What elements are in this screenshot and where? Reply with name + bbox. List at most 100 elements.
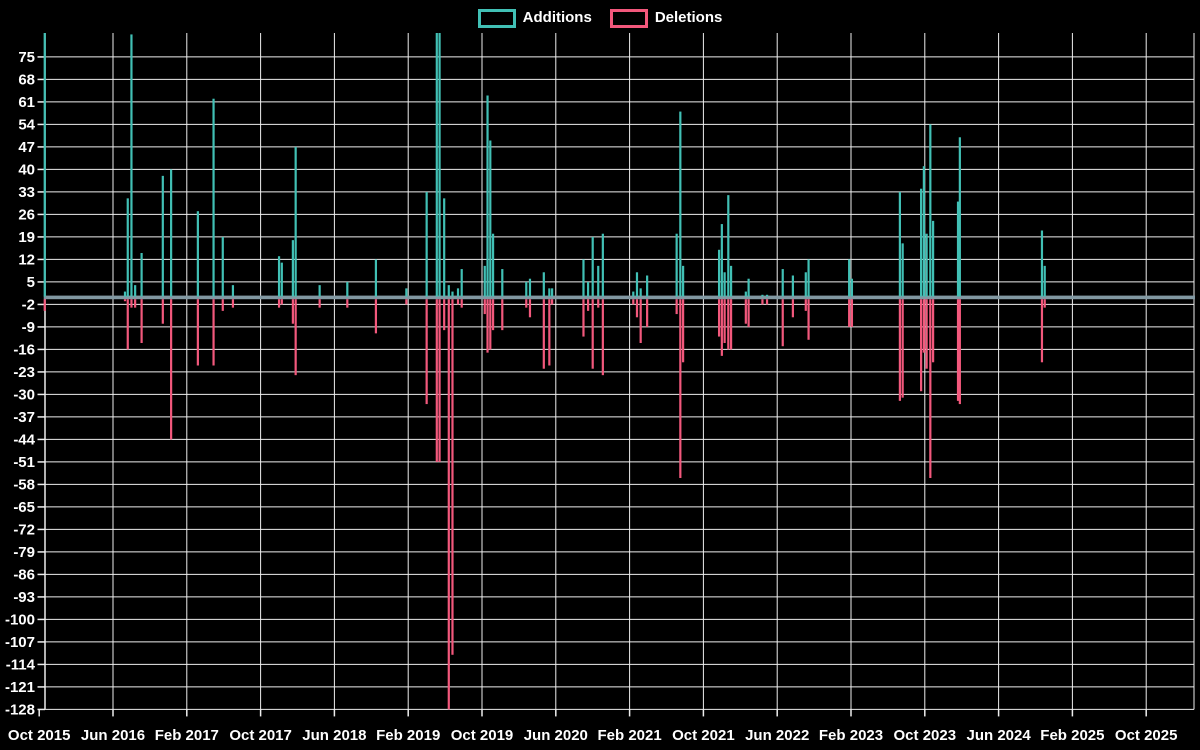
y-axis-tick-label: -107 [5,634,35,651]
addition-spike [727,195,730,297]
deletion-spike [425,299,428,405]
y-axis-tick-label: -114 [6,657,36,674]
x-axis-tick-label: Feb 2021 [597,727,661,744]
y-axis-tick-label: 12 [18,252,35,269]
addition-spike [134,285,137,297]
addition-spike [460,269,463,297]
deletion-spike [130,299,133,308]
addition-spike [582,259,585,297]
addition-spike [346,281,349,297]
deletion-spike [486,299,489,353]
addition-spike [447,285,450,297]
addition-spike [848,259,851,297]
deletion-spike [675,299,678,315]
deletion-spike [435,299,438,462]
y-axis-tick-label: 68 [18,72,35,89]
addition-spike [601,233,604,297]
deletion-spike [932,299,935,363]
addition-spike [140,252,143,297]
addition-spike [747,278,750,297]
addition-spike [161,175,164,297]
deletion-spike [405,299,408,305]
deletion-spike [456,299,460,305]
addition-spike [723,272,726,297]
label-layer: 75 68 61 54 47 40 33 26 19 12 5 -2 -9 -16 -23 -30 -37 -44… [5,49,1178,744]
axis-layer [37,33,1195,717]
addition-spike [291,240,294,297]
addition-spike [675,233,678,297]
addition-spike [405,288,408,297]
y-axis-tick-label: -44 [13,432,35,449]
legend-item-deletions[interactable]: Deletions [609,8,723,28]
addition-spike [501,269,504,297]
y-axis-tick-label: 54 [18,117,35,134]
addition-spike [221,236,224,297]
addition-spike [932,220,935,297]
addition-spike [123,291,127,297]
addition-spike [542,272,545,297]
addition-spike [679,111,682,297]
deletion-spike [231,299,235,308]
deletion-spike [723,299,726,344]
x-axis-tick-label: Jun 2020 [524,727,588,744]
addition-spike [525,281,528,297]
y-axis-tick-label: -72 [13,522,35,539]
deletion-spike [542,299,545,369]
x-axis-tick-label: Feb 2025 [1040,727,1104,744]
deletion-spike [586,299,590,311]
y-axis-tick-label: -121 [5,679,35,696]
x-axis-tick-label: Oct 2019 [451,727,514,744]
addition-spike [922,166,925,297]
deletion-spike [43,299,46,311]
y-axis-tick-label: -93 [13,589,35,606]
deletion-spike [929,299,932,479]
deletion-spike [525,299,528,308]
deletion-spike [925,299,928,369]
deletion-spike [601,299,604,376]
y-axis-tick-label: -2 [22,297,35,314]
legend-label-deletions: Deletions [654,9,723,26]
y-axis-tick-label: 75 [18,49,35,66]
deletion-spike [221,299,224,311]
addition-spike [294,146,297,297]
deletion-spike [747,299,750,327]
addition-spike [1043,265,1046,297]
addition-spike [597,265,600,297]
deletion-spike [679,299,682,479]
deletion-spike [682,299,685,363]
addition-spike [212,98,215,297]
addition-spike [1040,230,1044,297]
addition-spike [491,233,495,297]
addition-spike [528,278,532,297]
legend-item-additions[interactable]: Additions [477,8,592,28]
addition-spike [280,262,283,297]
x-axis-tick-label: Jun 2024 [966,727,1031,744]
deletion-spike [212,299,215,366]
x-axis-tick-label: Feb 2019 [376,727,440,744]
addition-spike [591,236,594,297]
deletion-spike [804,299,807,311]
deletion-spike [451,299,454,655]
deletion-spike [318,299,321,308]
deletion-spike [639,299,642,344]
series-layer [43,33,1196,710]
addition-spike [925,233,928,297]
y-axis-tick-label: 61 [18,94,35,111]
deletion-spike [848,299,851,327]
x-axis-tick-label: Jun 2016 [81,727,145,744]
addition-spike [781,269,784,297]
deletion-spike [901,299,904,398]
deletion-spike [280,299,283,305]
x-axis-tick-label: Jun 2018 [302,727,366,744]
deletion-spike [920,299,923,392]
addition-spike [765,294,769,297]
deletion-spike [717,299,721,337]
grid-layer [45,33,1194,710]
addition-spike [635,272,639,297]
addition-spike [456,288,460,297]
addition-spike [43,33,46,297]
deletion-spike [958,299,961,405]
deletion-spike [161,299,164,324]
addition-spike [374,259,378,297]
